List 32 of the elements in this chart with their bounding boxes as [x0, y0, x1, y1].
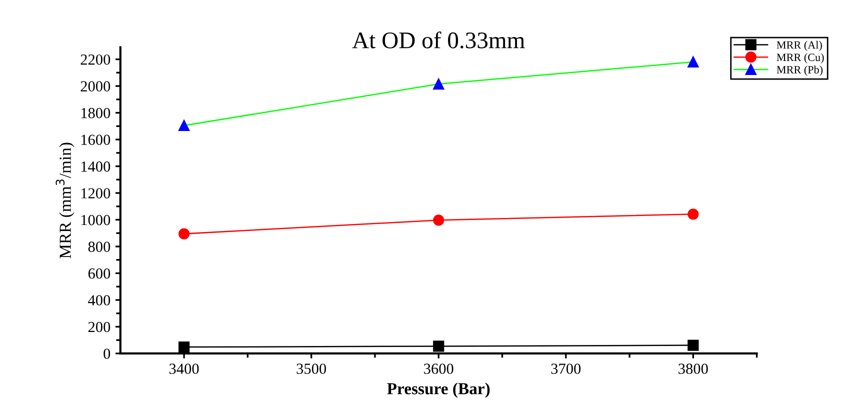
y-tick-label: 2000: [80, 81, 110, 92]
legend-label: MRR (Cu): [776, 53, 824, 64]
x-axis-title: Pressure (Bar): [387, 382, 490, 398]
legend-label: MRR (Al): [776, 40, 822, 51]
y-tick-label: 400: [88, 295, 110, 306]
point: [433, 340, 444, 352]
x-tick-label: 3800: [678, 364, 708, 374]
x-tick-label: 3600: [424, 364, 454, 374]
point: [178, 228, 190, 240]
y-tick-label: 1600: [81, 134, 110, 145]
y-tick-label: 0: [104, 348, 110, 359]
point: [433, 78, 444, 90]
x-tick-label: 3400: [169, 364, 199, 374]
y-tick-label: 1800: [81, 108, 110, 118]
y-tick-label: 800: [88, 242, 110, 252]
y-tick-label: 1200: [81, 188, 110, 198]
point: [688, 340, 699, 351]
x-tick-label: 3700: [551, 364, 581, 374]
point: [688, 208, 699, 220]
y-tick-label: 1400: [81, 161, 110, 172]
legend-label: MRR (Pb): [776, 66, 823, 76]
point: [178, 341, 190, 353]
point: [433, 214, 444, 226]
y-tick-label: 1000: [81, 214, 110, 226]
y-tick-label: 2200: [80, 54, 110, 65]
chart-title: At OD of 0.33mm: [352, 31, 525, 48]
x-tick-label: 3500: [296, 364, 326, 374]
point: [178, 120, 190, 132]
y-tick-label: 200: [88, 322, 110, 332]
y-axis-title: MRR (mm$^{3}$/min): [56, 142, 74, 258]
y-tick-label: 600: [88, 268, 110, 279]
point: [688, 56, 699, 68]
